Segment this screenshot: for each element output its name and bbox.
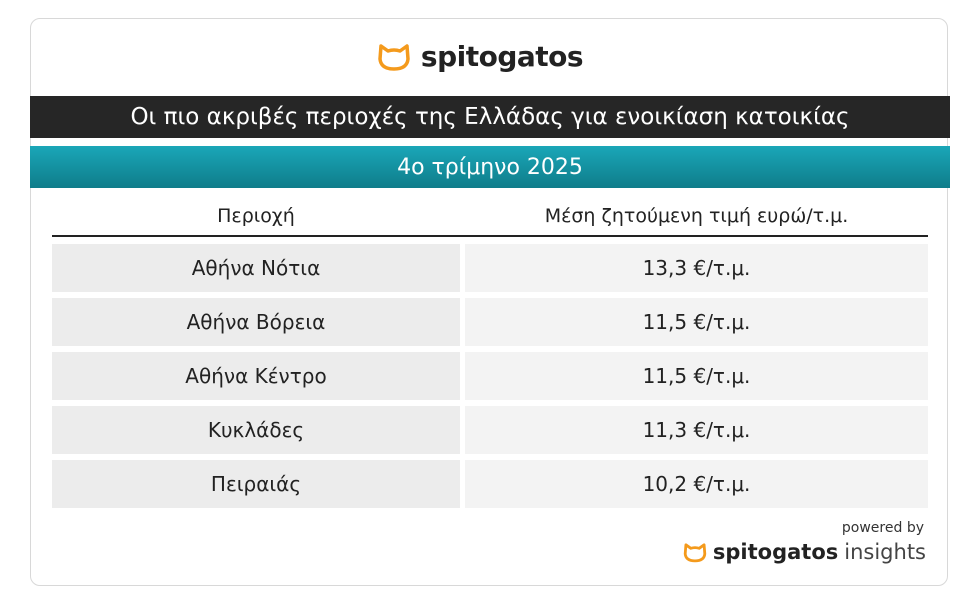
column-header: Μέση ζητούμενη τιμή ευρώ/τ.μ.: [544, 205, 849, 227]
logo: spitogatos: [0, 40, 960, 73]
card: [30, 18, 948, 586]
price-cell: 11,3 €/τ.μ.: [465, 406, 928, 454]
region-cell: Κυκλάδες: [52, 406, 460, 454]
footer-brand: spitogatos: [712, 540, 839, 564]
subtitle: 4ο τρίμηνο 2025: [30, 146, 950, 188]
column-header: Περιοχή: [217, 205, 295, 227]
price-cell: 13,3 €/τ.μ.: [465, 244, 928, 292]
brand: spitogatos: [420, 40, 584, 73]
price-cell: 10,2 €/τ.μ.: [465, 460, 928, 508]
region-cell: Αθήνα Βόρεια: [52, 298, 460, 346]
cat-icon: [683, 542, 707, 562]
region-cell: Αθήνα Κέντρο: [52, 352, 460, 400]
footer-logo: spitogatos insights: [683, 540, 926, 564]
header-rule: [52, 235, 928, 237]
region-cell: Πειραιάς: [52, 460, 460, 508]
cat-icon: [378, 43, 410, 71]
footer-suffix: insights: [844, 540, 926, 564]
powered-by: powered by: [841, 520, 924, 536]
title: Οι πιο ακριβές περιοχές της Ελλάδας για …: [30, 96, 950, 138]
price-cell: 11,5 €/τ.μ.: [465, 352, 928, 400]
price-cell: 11,5 €/τ.μ.: [465, 298, 928, 346]
region-cell: Αθήνα Νότια: [52, 244, 460, 292]
